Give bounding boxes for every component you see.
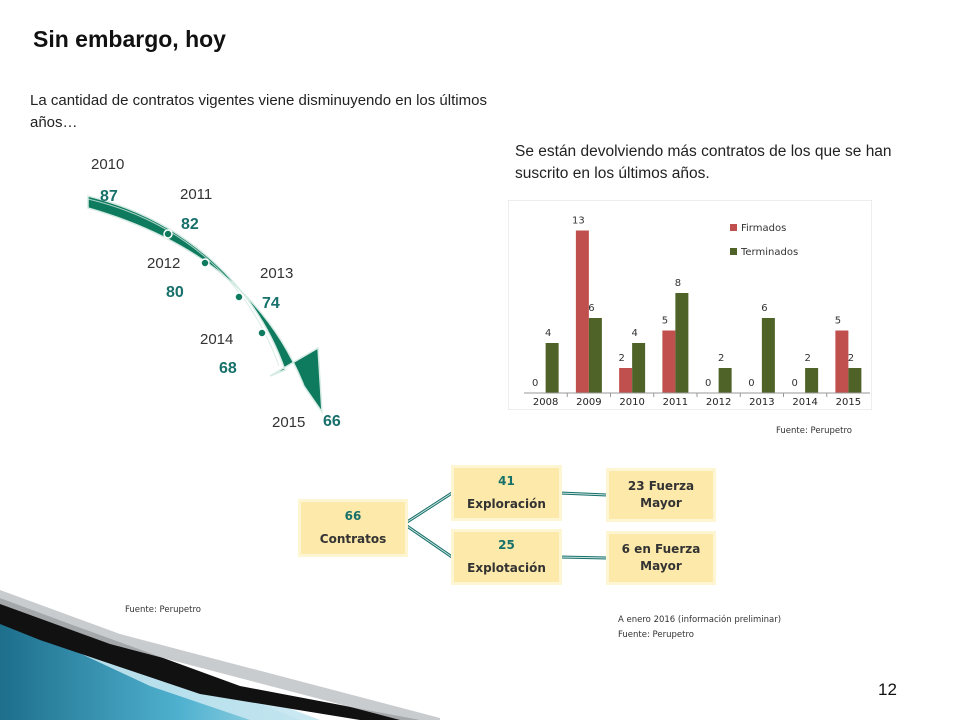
bar-terminados-2008 (545, 343, 559, 393)
data-label: 0 (705, 378, 711, 389)
data-label: 2 (718, 353, 724, 364)
decorative-swoosh (0, 590, 440, 720)
data-label: 2 (618, 353, 624, 364)
page-title: Sin embargo, hoy (33, 26, 226, 52)
swoosh-gray-band (0, 590, 440, 720)
tree-node-fuerza-mayor-exploracion: 23 Fuerza Mayor (609, 471, 713, 519)
bar-terminados-2015 (848, 368, 862, 393)
data-label: 8 (675, 278, 681, 289)
x-tick-label: 2015 (836, 397, 861, 408)
tree-node-label: Exploración (467, 497, 546, 511)
page-number: 12 (878, 680, 897, 699)
data-label: 13 (572, 216, 585, 227)
timeline-dot (200, 258, 210, 268)
contracts-bar-chart: 0 4 13 6 2 4 5 8 0 2 0 6 0 2 5 2 2008 2009 2010 2011 2012 20… (508, 200, 872, 410)
tree-node-contratos: 66 Contratos (301, 502, 405, 554)
bar-firmados-2011 (662, 330, 676, 393)
tree-source: Fuente: Perupetro (618, 630, 694, 640)
legend-swatch-terminados (730, 248, 737, 255)
x-tick-label: 2014 (792, 397, 817, 408)
bar-terminados-2009 (588, 318, 602, 393)
swoosh-black-band (0, 598, 420, 720)
timeline-dot (163, 229, 173, 239)
connector-root-explotacion-shadow (403, 523, 453, 558)
timeline-year: 2012 (147, 255, 181, 272)
timeline-dot (234, 292, 244, 302)
tree-node-label: Contratos (319, 532, 387, 546)
timeline-year: 2010 (91, 156, 125, 173)
timeline-year: 2011 (180, 186, 213, 203)
bar-terminados-2011 (675, 293, 689, 393)
x-tick-label: 2010 (619, 397, 644, 408)
timeline-value: 82 (181, 216, 199, 233)
right-subtitle: Se están devolviendo más contratos de lo… (515, 143, 892, 182)
timeline-year: 2014 (200, 331, 234, 348)
legend-label-firmados: Firmados (741, 223, 786, 234)
tree-node-number: 41 (498, 474, 515, 488)
timeline-value: 66 (323, 413, 341, 430)
chart-source: Fuente: Perupetro (776, 426, 852, 436)
bar-terminados-2014 (805, 368, 819, 393)
data-label: 6 (761, 303, 767, 314)
timeline-year: 2013 (260, 265, 294, 282)
tree-node-label: Explotación (467, 561, 546, 575)
x-tick-label: 2012 (706, 397, 731, 408)
timeline-year: 2015 (272, 414, 306, 431)
bar-terminados-2013 (761, 318, 775, 393)
data-label: 2 (848, 353, 854, 364)
x-tick-label: 2008 (533, 397, 558, 408)
data-label: 4 (545, 328, 551, 339)
bar-terminados-2012 (718, 368, 732, 393)
data-label: 5 (835, 316, 841, 327)
timeline-value: 68 (219, 360, 237, 377)
tree-node-explotacion: 25 Explotación (454, 532, 559, 582)
left-subtitle: La cantidad de contratos vigentes viene … (30, 92, 487, 131)
bar-firmados-2015 (835, 330, 849, 393)
bar-terminados-2010 (632, 343, 646, 393)
timeline-dot (257, 328, 267, 338)
left-source: Fuente: Perupetro (125, 605, 201, 615)
data-label: 5 (662, 316, 668, 327)
x-tick-label: 2013 (749, 397, 774, 408)
tree-node-exploracion: 41 Exploración (454, 468, 559, 518)
timeline-arrow-graphic (87, 195, 323, 415)
data-label: 0 (532, 378, 538, 389)
x-tick-label: 2011 (663, 397, 688, 408)
tree-node-label: 6 en Fuerza Mayor (621, 542, 701, 573)
connector-root-exploracion-shadow (403, 492, 453, 525)
data-label: 0 (791, 378, 797, 389)
bar-firmados-2009 (575, 230, 589, 393)
legend-swatch-firmados (730, 224, 737, 231)
tree-note: A enero 2016 (información preliminar) (618, 615, 782, 625)
tree-node-fuerza-mayor-explotacion: 6 en Fuerza Mayor (609, 534, 713, 582)
data-label: 6 (588, 303, 594, 314)
legend-label-terminados: Terminados (740, 247, 798, 258)
connector-exploracion-fuerza-shadow (559, 492, 608, 496)
timeline-value: 74 (262, 295, 280, 312)
connector-explotacion-fuerza-shadow (559, 556, 608, 559)
x-tick-label: 2009 (576, 397, 601, 408)
timeline-value: 87 (100, 188, 118, 205)
timeline-value: 80 (166, 284, 184, 301)
data-label: 4 (631, 328, 637, 339)
data-label: 0 (748, 378, 754, 389)
bar-firmados-2010 (619, 368, 633, 393)
tree-node-number: 25 (498, 538, 515, 552)
data-label: 2 (804, 353, 810, 364)
tree-node-number: 66 (344, 509, 362, 523)
tree-node-label: 23 Fuerza Mayor (627, 479, 695, 510)
timeline-arrow (87, 195, 323, 415)
